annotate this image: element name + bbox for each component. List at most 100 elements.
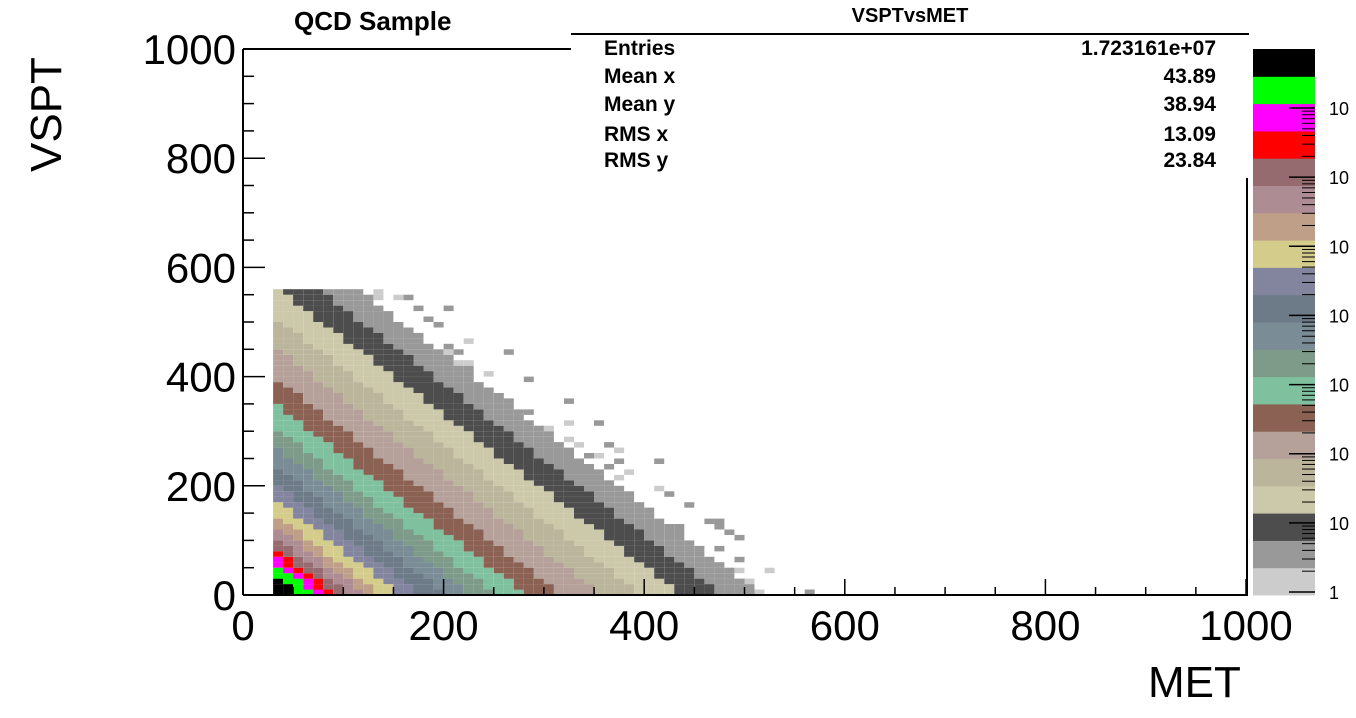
heatmap-cell — [533, 442, 544, 448]
heatmap-cell — [443, 305, 454, 312]
heatmap-cell — [654, 518, 665, 525]
heatmap-cell — [343, 540, 354, 546]
heatmap-cell — [383, 376, 394, 383]
heatmap-cell — [543, 534, 554, 541]
heatmap-cell — [594, 573, 604, 579]
heatmap-cell — [283, 365, 294, 372]
heatmap-cell — [353, 573, 364, 579]
heatmap-cell — [564, 578, 574, 585]
heatmap-cell — [564, 562, 574, 568]
heatmap-cell — [393, 393, 404, 399]
heatmap-cell — [543, 491, 554, 497]
heatmap-cell — [564, 589, 574, 595]
heatmap-cell — [333, 332, 344, 339]
heatmap-cell — [273, 480, 284, 486]
heatmap-cell — [293, 305, 304, 312]
heatmap-cell — [373, 480, 384, 486]
heatmap-cell — [373, 382, 384, 388]
heatmap-cell — [443, 573, 454, 579]
heatmap-cell — [594, 551, 604, 557]
heatmap-cell — [283, 311, 294, 317]
heatmap-cell — [343, 573, 354, 579]
heatmap-cell — [423, 458, 434, 464]
heatmap-cell — [453, 524, 464, 530]
heatmap-cell — [624, 513, 635, 519]
heatmap-cell — [443, 414, 454, 421]
heatmap-cell — [403, 556, 414, 563]
heatmap-cell — [343, 469, 354, 475]
heatmap-cell — [393, 294, 404, 301]
heatmap-cell — [443, 365, 454, 372]
heatmap-cell — [333, 338, 344, 344]
heatmap-cell — [644, 589, 655, 595]
heatmap-cell — [553, 502, 564, 508]
heatmap-cell — [543, 496, 554, 503]
heatmap-cell — [513, 545, 524, 552]
heatmap-cell — [283, 513, 294, 519]
heatmap-cell — [323, 589, 334, 595]
heatmap-cell — [523, 529, 534, 535]
heatmap-cell — [323, 300, 334, 306]
heatmap-cell — [523, 584, 534, 590]
y-tick-label: 400 — [166, 354, 236, 401]
heatmap-cell — [293, 371, 304, 377]
heatmap-cell — [343, 294, 354, 301]
heatmap-cell — [283, 343, 294, 350]
heatmap-cell — [383, 343, 394, 350]
heatmap-cell — [373, 556, 384, 563]
heatmap-cell — [523, 480, 534, 486]
heatmap-cell — [553, 567, 564, 574]
heatmap-cell — [373, 540, 384, 546]
heatmap-cell — [293, 332, 304, 339]
heatmap-cell — [283, 294, 294, 301]
heatmap-cell — [473, 398, 484, 404]
heatmap-cell — [313, 311, 324, 317]
heatmap-cell — [373, 447, 384, 454]
heatmap-cell — [293, 485, 304, 492]
stats-box-right-edge — [1246, 178, 1248, 596]
heatmap-cell — [333, 387, 344, 393]
heatmap-cell — [283, 360, 294, 366]
heatmap-cell — [493, 491, 504, 497]
heatmap-cell — [303, 382, 314, 388]
heatmap-cell — [594, 584, 604, 590]
heatmap-cell — [513, 502, 524, 508]
heatmap-cell — [353, 409, 364, 415]
heatmap-cell — [473, 573, 484, 579]
heatmap-cell — [343, 365, 354, 372]
heatmap-cell — [373, 551, 384, 557]
heatmap-cell — [704, 584, 715, 590]
heatmap-cell — [624, 584, 635, 590]
heatmap-cell — [333, 365, 344, 372]
heatmap-cell — [483, 573, 494, 579]
heatmap-cell — [343, 398, 354, 404]
heatmap-cell — [273, 425, 284, 432]
heatmap-cell — [533, 480, 544, 486]
heatmap-cell — [433, 409, 444, 415]
heatmap-cell — [413, 436, 424, 443]
heatmap-cell — [293, 365, 304, 372]
heatmap-cell — [523, 540, 534, 546]
heatmap-cell — [553, 545, 564, 552]
heatmap-cell — [393, 322, 404, 328]
heatmap-cell — [273, 294, 284, 301]
heatmap-cell — [533, 453, 544, 459]
heatmap-cell — [433, 485, 444, 492]
heatmap-cell — [313, 502, 324, 508]
heatmap-cell — [303, 316, 314, 322]
x-axis-title: MET — [1148, 658, 1241, 707]
heatmap-cell — [363, 534, 374, 541]
heatmap-cell — [303, 485, 314, 492]
heatmap-cell — [273, 332, 284, 339]
heatmap-cell — [543, 545, 554, 552]
heatmap-cell — [553, 524, 564, 530]
heatmap-cell — [463, 496, 474, 503]
heatmap-cell — [574, 556, 584, 563]
heatmap-cell — [503, 431, 514, 437]
heatmap-cell — [433, 513, 444, 519]
heatmap-cell — [584, 507, 594, 514]
heatmap-cell — [393, 382, 404, 388]
heatmap-cell — [313, 305, 324, 312]
heatmap-cell — [323, 584, 334, 590]
heatmap-cell — [433, 420, 444, 426]
